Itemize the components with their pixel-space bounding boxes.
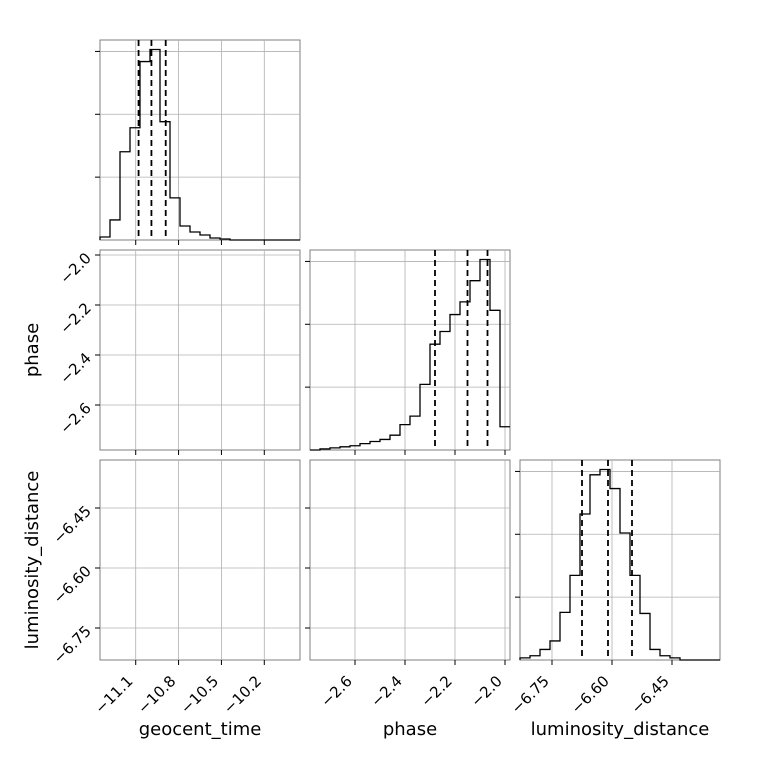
histogram-phase xyxy=(310,258,510,451)
scatter-point xyxy=(122,244,124,246)
y-tick-label: −2.2 xyxy=(56,299,94,337)
scatter-point xyxy=(515,577,517,579)
panel-frame xyxy=(309,459,511,661)
scatter-point xyxy=(517,574,519,576)
x-tick-label: −6.45 xyxy=(628,672,673,717)
scatter-point xyxy=(517,560,519,562)
scatter-point xyxy=(133,243,135,245)
panel-phase-phase xyxy=(305,249,511,455)
x-tick-label: −2.6 xyxy=(317,672,355,710)
x-axis-label-luminosity-distance: luminosity_distance xyxy=(531,719,710,740)
panel-geocent_time-phase: −2.6 −2.4 −2.2 −2.0 xyxy=(56,249,301,455)
panels-layer: −2.6 −2.4 −2.2 −2.0 −11.1−10.8−10.5−10.2 −6.7… xyxy=(50,39,721,717)
panel-geocent_time-luminosity_distance: −11.1−10.8−10.5−10.2 −6.75 −6.60 −6.45 xyxy=(50,459,301,717)
y-tick-label: −6.60 xyxy=(50,562,95,607)
x-tick-label: −10.2 xyxy=(220,672,265,717)
scatter-point xyxy=(512,543,514,545)
scatter-point xyxy=(511,565,513,567)
x-tick-label: −2.0 xyxy=(467,672,505,710)
y-axis-label-luminosity-distance: luminosity_distance xyxy=(22,471,43,650)
scatter-point xyxy=(150,242,152,244)
scatter-point xyxy=(511,582,513,584)
x-tick-label: −10.5 xyxy=(177,672,222,717)
scatter-point xyxy=(515,542,517,544)
x-tick-label: −2.2 xyxy=(417,672,455,710)
scatter-point xyxy=(128,245,130,247)
x-tick-label: −6.60 xyxy=(568,672,613,717)
scatter-point xyxy=(114,670,116,672)
scatter-point xyxy=(510,580,512,582)
scatter-point xyxy=(166,242,168,244)
scatter-point xyxy=(517,566,519,568)
x-axis-label-phase: phase xyxy=(383,719,437,740)
scatter-point xyxy=(512,554,514,556)
x-tick-label: −6.75 xyxy=(508,672,553,717)
x-tick-label: −2.4 xyxy=(367,672,405,710)
scatter-point xyxy=(516,569,518,571)
scatter-point xyxy=(516,569,518,571)
panel-phase-luminosity_distance: −2.6 −2.4 −2.2 −2.0 xyxy=(305,459,511,711)
scatter-point xyxy=(516,567,518,569)
panel-frame xyxy=(99,249,301,451)
scatter-point xyxy=(515,560,517,562)
y-tick-label: −2.4 xyxy=(56,349,94,387)
scatter-point xyxy=(516,568,518,570)
x-axis-label-geocent-time: geocent_time xyxy=(139,719,262,740)
scatter-point xyxy=(511,558,513,560)
scatter-point xyxy=(93,345,95,347)
scatter-point xyxy=(515,562,517,564)
y-tick-label: −6.45 xyxy=(50,502,95,547)
y-axis-label-phase: phase xyxy=(22,323,43,377)
panel-luminosity_distance-luminosity_distance: −6.75 −6.60 −6.45 xyxy=(508,459,721,717)
histogram-geocent_time xyxy=(99,48,300,241)
scatter-point xyxy=(511,560,513,562)
scatter-point xyxy=(516,593,518,595)
scatter-point xyxy=(512,578,514,580)
y-tick-label: −2.6 xyxy=(56,399,94,437)
scatter-point xyxy=(175,247,177,249)
scatter-point xyxy=(510,567,512,569)
histogram-luminosity_distance xyxy=(519,468,720,661)
scatter-point xyxy=(515,582,517,584)
scatter-point xyxy=(514,574,516,576)
x-tick-label: −10.8 xyxy=(134,672,179,717)
x-tick-label: −11.1 xyxy=(91,672,136,717)
panel-geocent_time-geocent_time xyxy=(95,39,301,245)
scatter-point xyxy=(513,578,515,580)
y-tick-label: −6.75 xyxy=(50,622,95,667)
scatter-point xyxy=(513,561,515,563)
scatter-point xyxy=(517,566,519,568)
scatter-point xyxy=(139,243,141,245)
panel-frame xyxy=(99,39,301,241)
scatter-point xyxy=(515,573,517,575)
scatter-point xyxy=(516,542,518,544)
y-tick-label: −2.0 xyxy=(56,249,94,287)
scatter-point xyxy=(511,567,513,569)
scatter-point xyxy=(516,581,518,583)
scatter-point xyxy=(517,586,519,588)
panel-frame xyxy=(99,459,301,661)
scatter-point xyxy=(512,621,514,623)
labels-layer: geocent_time phase luminosity_distance p… xyxy=(22,323,709,740)
